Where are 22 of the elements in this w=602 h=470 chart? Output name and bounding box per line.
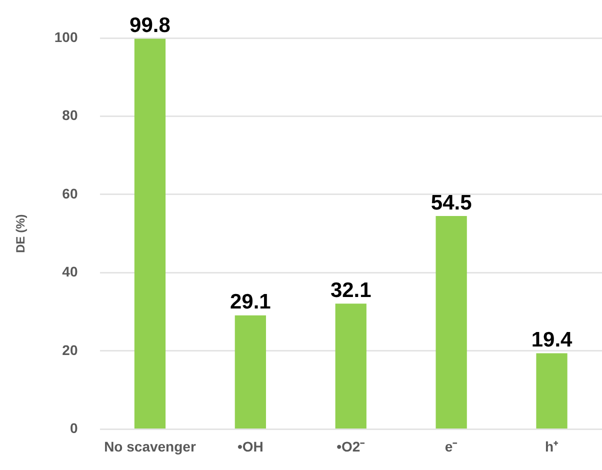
x-tick-label: •O2⁻ [336,438,366,454]
bar [134,38,166,428]
bar [436,216,467,428]
x-tick-label: No scavenger [104,438,196,454]
data-label: 54.5 [430,191,472,214]
bar [234,315,266,428]
y-axis-title: DE (%) [14,214,28,253]
data-label: 32.1 [330,278,372,302]
x-tick-label: e⁻ [444,438,458,454]
data-label: 99.8 [130,14,171,38]
y-tick-label: 100 [54,28,78,45]
x-tick-label: •OH [237,438,264,454]
data-label: 29.1 [230,290,272,314]
x-tick-label: h⁺ [544,438,559,454]
y-tick-label: 80 [62,107,78,124]
y-tick-label: 40 [62,264,78,280]
y-tick-label: 0 [70,420,78,436]
bar [335,304,366,428]
y-tick-label: 20 [62,342,78,358]
bar [536,353,568,428]
y-tick-label: 60 [62,185,78,202]
data-label: 19.4 [531,328,573,352]
